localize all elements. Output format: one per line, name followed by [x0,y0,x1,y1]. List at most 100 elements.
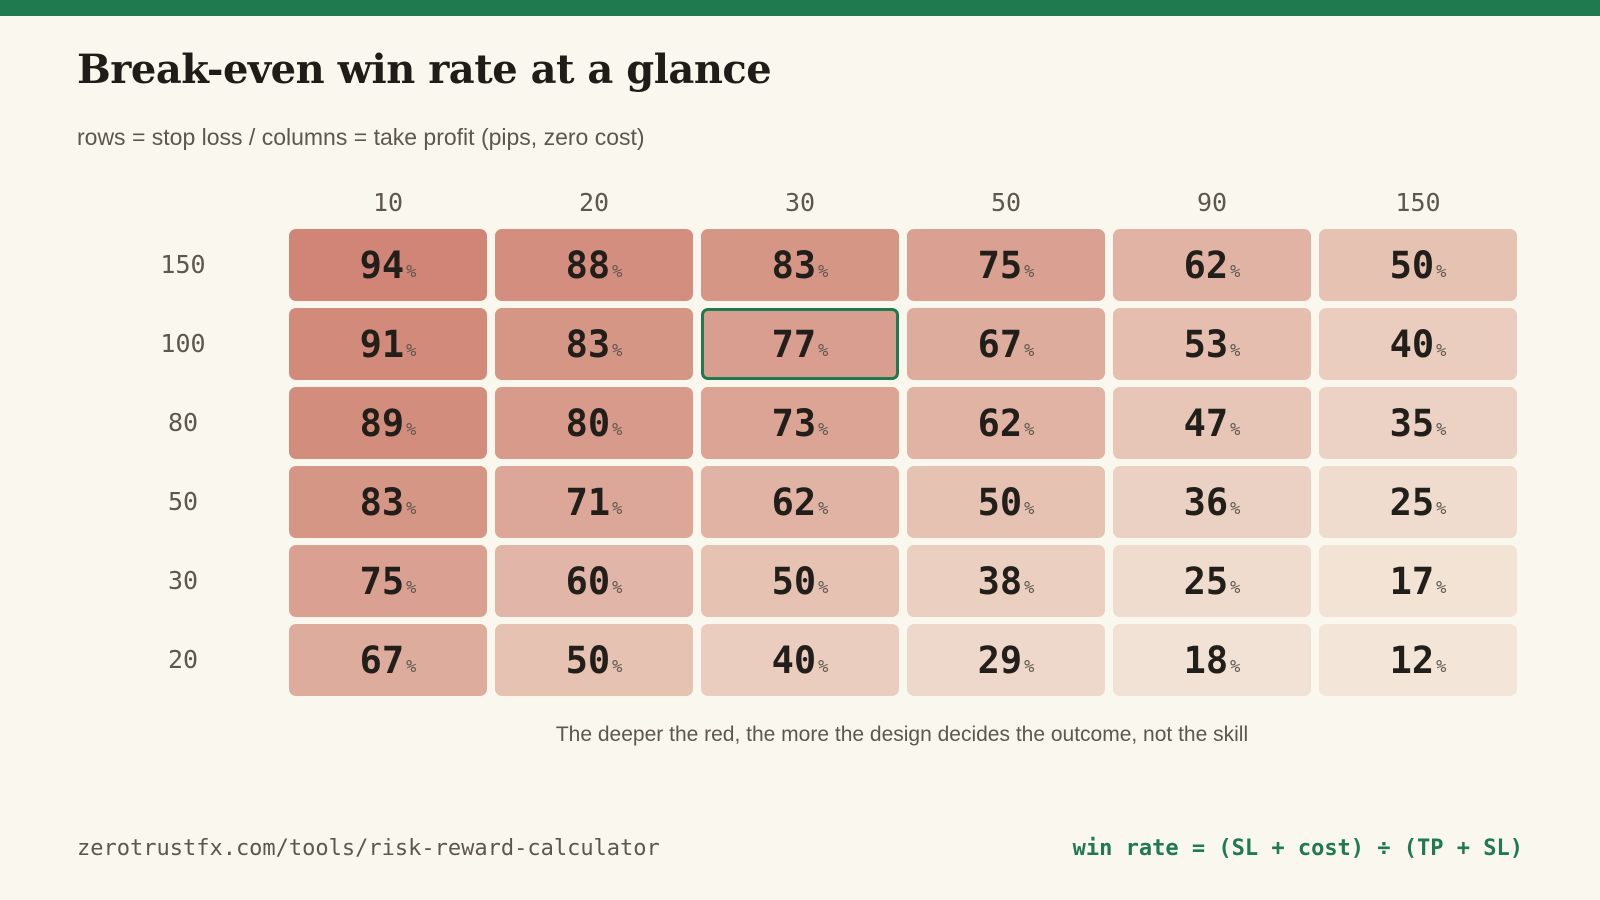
heatmap-cell-sl20-tp10: 67% [289,624,487,696]
cell-unit: % [1230,262,1241,282]
heatmap-cell-sl20-tp20: 50% [495,624,693,696]
cell-unit: % [1230,341,1241,361]
heatmap-cell-sl20-tp50: 29% [907,624,1105,696]
cell-value: 75 [977,243,1023,287]
cell-unit: % [1436,578,1447,598]
cell-value: 75 [359,559,405,603]
heatmap-cell-sl50-tp20: 71% [495,466,693,538]
cell-value: 25 [1183,559,1229,603]
row-header-sl-100: 100 [160,329,206,358]
heatmap-cell-sl100-tp150: 40% [1319,308,1517,380]
cell-value: 36 [1183,480,1229,524]
footer-formula: win rate = (SL + cost) ÷ (TP + SL) [1072,836,1523,861]
cell-unit: % [1230,499,1241,519]
chart-caption: The deeper the red, the more the design … [555,723,1249,746]
cell-unit: % [818,420,829,440]
page-title: Break-even win rate at a glance [77,46,772,93]
cell-value: 71 [565,480,611,524]
cell-value: 80 [565,401,611,445]
cell-unit: % [406,262,417,282]
page-subtitle: rows = stop loss / columns = take profit… [77,124,645,150]
heatmap-cell-sl100-tp10: 91% [289,308,487,380]
cell-value: 50 [977,480,1023,524]
cell-unit: % [1024,341,1035,361]
heatmap-cell-sl100-tp30: 77% [701,308,899,380]
heatmap-cell-sl80-tp150: 35% [1319,387,1517,459]
cell-value: 89 [359,401,405,445]
heatmap-cell-sl30-tp50: 38% [907,545,1105,617]
cell-unit: % [406,420,417,440]
cell-unit: % [1436,657,1447,677]
heatmap-cell-sl20-tp90: 18% [1113,624,1311,696]
heatmap-cell-sl150-tp90: 62% [1113,229,1311,301]
cell-value: 53 [1183,322,1229,366]
heatmap-cell-sl30-tp150: 17% [1319,545,1517,617]
cell-unit: % [612,262,623,282]
heatmap-cell-sl150-tp10: 94% [289,229,487,301]
row-header-sl-30: 30 [167,566,199,595]
cell-unit: % [1230,420,1241,440]
heatmap-cell-sl50-tp150: 25% [1319,466,1517,538]
heatmap-cell-sl50-tp50: 50% [907,466,1105,538]
cell-unit: % [406,578,417,598]
cell-value: 17 [1389,559,1435,603]
row-header-sl-20: 20 [167,645,199,674]
cell-unit: % [1024,657,1035,677]
heatmap-cell-sl100-tp20: 83% [495,308,693,380]
cell-value: 62 [1183,243,1229,287]
heatmap-cell-sl150-tp50: 75% [907,229,1105,301]
row-header-sl-50: 50 [167,487,199,516]
cell-value: 38 [977,559,1023,603]
heatmap-cell-sl150-tp150: 50% [1319,229,1517,301]
heatmap-cell-sl150-tp20: 88% [495,229,693,301]
cell-unit: % [1230,657,1241,677]
row-header-sl-80: 80 [167,408,199,437]
heatmap-cell-sl20-tp30: 40% [701,624,899,696]
heatmap-cell-sl50-tp10: 83% [289,466,487,538]
cell-unit: % [1024,262,1035,282]
cell-unit: % [612,499,623,519]
heatmap-cell-sl80-tp20: 80% [495,387,693,459]
cell-unit: % [406,657,417,677]
cell-value: 47 [1183,401,1229,445]
column-header-tp-30: 30 [784,188,816,217]
cell-unit: % [1024,499,1035,519]
cell-value: 67 [977,322,1023,366]
cell-unit: % [818,578,829,598]
heatmap-cell-sl30-tp90: 25% [1113,545,1311,617]
column-header-tp-20: 20 [578,188,610,217]
cell-unit: % [818,499,829,519]
cell-unit: % [1436,499,1447,519]
column-header-tp-10: 10 [372,188,404,217]
cell-value: 67 [359,638,405,682]
cell-value: 35 [1389,401,1435,445]
cell-value: 88 [565,243,611,287]
cell-value: 60 [565,559,611,603]
cell-value: 50 [565,638,611,682]
heatmap-cell-sl30-tp20: 60% [495,545,693,617]
cell-unit: % [612,420,623,440]
cell-value: 62 [771,480,817,524]
cell-value: 91 [359,322,405,366]
cell-unit: % [612,657,623,677]
heatmap-cell-sl30-tp10: 75% [289,545,487,617]
row-header-sl-150: 150 [160,250,206,279]
cell-value: 77 [771,322,817,366]
cell-unit: % [1436,262,1447,282]
cell-value: 94 [359,243,405,287]
cell-unit: % [1230,578,1241,598]
column-header-tp-50: 50 [990,188,1022,217]
heatmap-cell-sl100-tp90: 53% [1113,308,1311,380]
cell-value: 50 [1389,243,1435,287]
cell-unit: % [818,262,829,282]
cell-value: 29 [977,638,1023,682]
heatmap-cell-sl150-tp30: 83% [701,229,899,301]
footer-url: zerotrustfx.com/tools/risk-reward-calcul… [77,836,660,861]
heatmap-cell-sl20-tp150: 12% [1319,624,1517,696]
cell-unit: % [1024,420,1035,440]
cell-unit: % [1024,578,1035,598]
top-accent-bar [0,0,1600,16]
heatmap-cell-sl80-tp50: 62% [907,387,1105,459]
cell-unit: % [1436,420,1447,440]
cell-unit: % [1436,341,1447,361]
